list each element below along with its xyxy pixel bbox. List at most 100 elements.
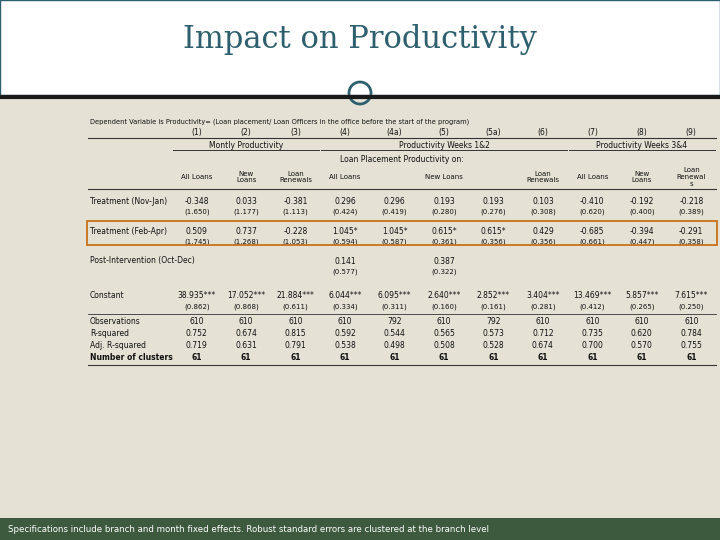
Text: New Loans: New Loans [425,174,463,180]
Text: (7): (7) [587,129,598,138]
Text: 61: 61 [241,353,251,361]
Text: (1): (1) [192,129,202,138]
Text: 61: 61 [192,353,202,361]
Text: (0.577): (0.577) [332,269,358,275]
Text: R-squared: R-squared [90,328,129,338]
Text: -0.381: -0.381 [284,197,308,206]
Text: 7.615***: 7.615*** [675,292,708,300]
Text: (1.113): (1.113) [283,209,308,215]
Text: (0.356): (0.356) [481,239,506,245]
Text: Post-Intervention (Oct-Dec): Post-Intervention (Oct-Dec) [90,256,194,266]
Text: (1.745): (1.745) [184,239,210,245]
Text: 792: 792 [387,316,402,326]
Text: All Loans: All Loans [330,174,361,180]
Text: 0.193: 0.193 [482,197,504,206]
Text: New
Loans: New Loans [236,171,256,184]
Text: Loan
Renewals: Loan Renewals [279,171,312,184]
Text: 0.700: 0.700 [582,341,603,349]
Text: 61: 61 [538,353,548,361]
Text: 1.045*: 1.045* [382,226,408,235]
Text: 792: 792 [486,316,500,326]
Text: All Loans: All Loans [181,174,212,180]
Text: Treatment (Feb-Apr): Treatment (Feb-Apr) [90,226,167,235]
Text: 0.387: 0.387 [433,256,455,266]
Text: (0.280): (0.280) [431,209,456,215]
Text: Observations: Observations [90,316,140,326]
Text: 0.528: 0.528 [482,341,504,349]
Text: 0.508: 0.508 [433,341,455,349]
Text: -0.218: -0.218 [679,197,703,206]
Text: Productivity Weeks 3&4: Productivity Weeks 3&4 [596,141,688,151]
Text: (0.308): (0.308) [530,209,556,215]
Text: 61: 61 [636,353,647,361]
Text: (1.268): (1.268) [233,239,259,245]
Text: (8): (8) [636,129,647,138]
Text: (0.358): (0.358) [678,239,704,245]
Text: Number of clusters: Number of clusters [90,353,173,361]
Text: Treatment (Nov-Jan): Treatment (Nov-Jan) [90,197,167,206]
Text: 1.045*: 1.045* [332,226,358,235]
Text: (0.594): (0.594) [333,239,358,245]
Text: (4a): (4a) [387,129,402,138]
Text: (0.661): (0.661) [580,239,606,245]
Text: 3.404***: 3.404*** [526,292,559,300]
Text: (0.419): (0.419) [382,209,408,215]
Text: 0.592: 0.592 [334,328,356,338]
Text: 0.103: 0.103 [532,197,554,206]
Text: 610: 610 [437,316,451,326]
Text: 0.719: 0.719 [186,341,207,349]
Text: (6): (6) [537,129,549,138]
Text: 0.737: 0.737 [235,226,257,235]
Text: Loan
Renewals: Loan Renewals [526,171,559,184]
Bar [87,221,717,245]
Text: (0.412): (0.412) [580,303,605,310]
Text: 0.755: 0.755 [680,341,702,349]
Text: 0.429: 0.429 [532,226,554,235]
Text: -0.394: -0.394 [629,226,654,235]
Text: 0.674: 0.674 [532,341,554,349]
Text: Montly Productivity: Montly Productivity [209,141,283,151]
Text: 610: 610 [536,316,550,326]
Text: (0.265): (0.265) [629,303,654,310]
Text: 61: 61 [390,353,400,361]
Text: 610: 610 [239,316,253,326]
Text: 61: 61 [290,353,301,361]
Text: (0.862): (0.862) [184,303,210,310]
Text: 0.712: 0.712 [532,328,554,338]
Text: 13.469***: 13.469*** [573,292,611,300]
Text: 0.570: 0.570 [631,341,653,349]
Text: 17.052***: 17.052*** [227,292,265,300]
Text: -0.192: -0.192 [629,197,654,206]
Text: (0.868): (0.868) [233,303,259,310]
Text: 6.095***: 6.095*** [378,292,411,300]
Text: 0.631: 0.631 [235,341,257,349]
Text: (0.322): (0.322) [431,269,456,275]
Bar [0,518,720,540]
Text: 0.509: 0.509 [186,226,207,235]
Text: 0.784: 0.784 [680,328,702,338]
Text: -0.228: -0.228 [284,226,307,235]
Text: 2.852***: 2.852*** [477,292,510,300]
Text: 0.538: 0.538 [334,341,356,349]
Bar [0,0,720,95]
Text: (0.276): (0.276) [481,209,506,215]
Text: 21.884***: 21.884*** [276,292,315,300]
Text: Loan Placement Productivity on:: Loan Placement Productivity on: [340,154,464,164]
Text: 61: 61 [438,353,449,361]
Text: 610: 610 [585,316,600,326]
Text: 0.141: 0.141 [334,256,356,266]
Text: 38.935***: 38.935*** [178,292,216,300]
Text: Adj. R-squared: Adj. R-squared [90,341,146,349]
Text: 5.857***: 5.857*** [625,292,659,300]
Text: 610: 610 [338,316,352,326]
Text: Dependent Variable is Productivity= (Loan placement/ Loan Officers in the office: Dependent Variable is Productivity= (Loa… [90,119,469,125]
Text: 61: 61 [587,353,598,361]
Text: (3): (3) [290,129,301,138]
Text: (0.400): (0.400) [629,209,654,215]
Text: 0.791: 0.791 [285,341,307,349]
Text: 610: 610 [189,316,204,326]
Text: -0.348: -0.348 [184,197,209,206]
Text: 0.544: 0.544 [384,328,405,338]
Text: (0.334): (0.334) [332,303,358,310]
Text: 0.033: 0.033 [235,197,257,206]
